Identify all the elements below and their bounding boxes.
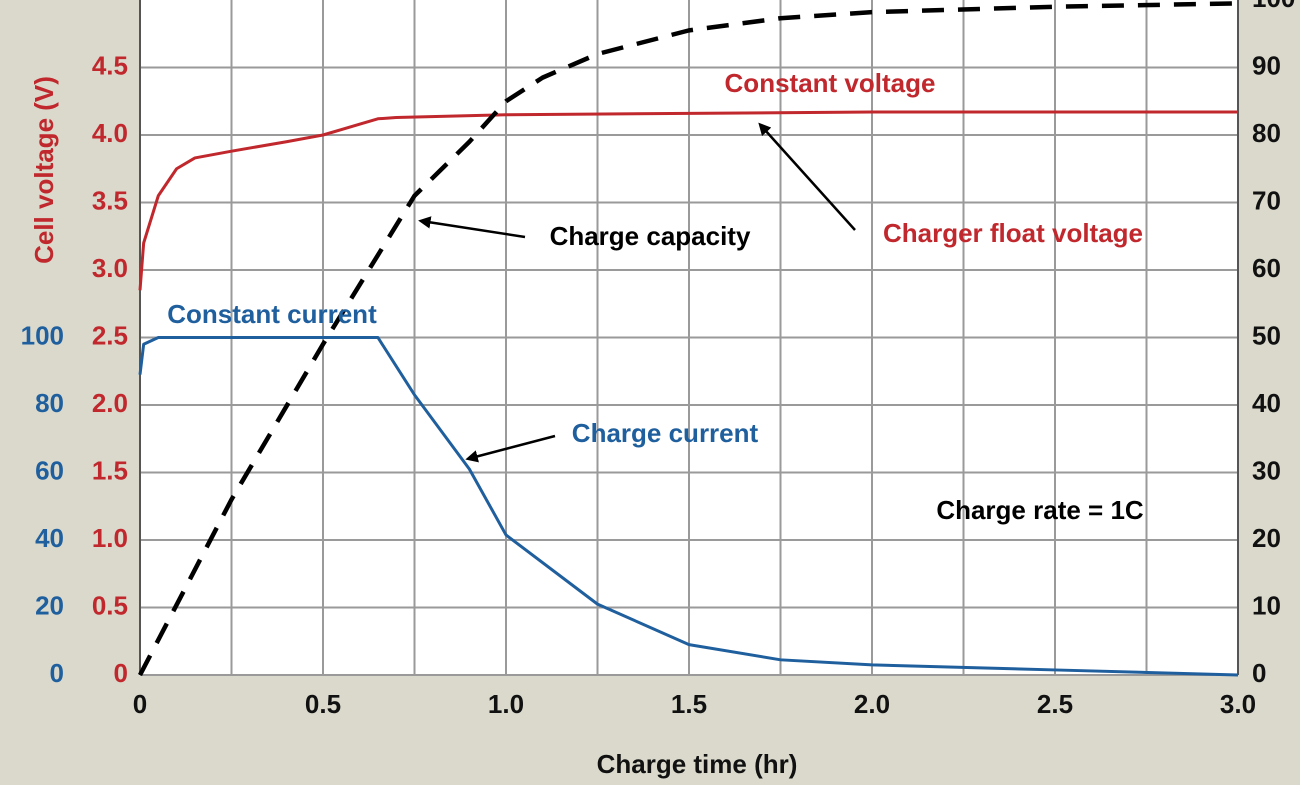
series-line bbox=[138, 110, 1238, 291]
x-tick-label: 1.0 bbox=[488, 689, 524, 719]
x-tick-label: 2.0 bbox=[854, 689, 890, 719]
current-tick-label: 40 bbox=[35, 523, 64, 553]
annotation: Charge capacity bbox=[550, 221, 751, 251]
annotation-arrow bbox=[465, 434, 556, 463]
y2-tick-label: 60 bbox=[1252, 253, 1281, 283]
y-tick-label: 2.5 bbox=[92, 320, 128, 350]
y2-tick-label: 40 bbox=[1252, 388, 1281, 418]
current-tick-label: 100 bbox=[21, 320, 64, 350]
annotation: Constant current bbox=[167, 299, 377, 329]
y-tick-label: 4.0 bbox=[92, 118, 128, 148]
annotation: Charge current bbox=[572, 418, 759, 448]
y2-tick-label: 80 bbox=[1252, 118, 1281, 148]
y2-tick-label: 0 bbox=[1252, 658, 1266, 688]
x-tick-label: 2.5 bbox=[1037, 689, 1073, 719]
x-axis-label: Charge time (hr) bbox=[597, 749, 798, 779]
annotation-arrow bbox=[418, 216, 526, 239]
annotation: Charger float voltage bbox=[883, 218, 1143, 248]
series-line bbox=[138, 1, 1239, 677]
current-tick-label: 80 bbox=[35, 388, 64, 418]
y2-tick-label: 10 bbox=[1252, 590, 1281, 620]
y-tick-label: 3.5 bbox=[92, 185, 128, 215]
x-tick-label: 1.5 bbox=[671, 689, 707, 719]
y-tick-label: 1.5 bbox=[92, 455, 128, 485]
current-tick-label: 20 bbox=[35, 590, 64, 620]
y2-tick-label: 50 bbox=[1252, 320, 1281, 350]
y-tick-label: 4.5 bbox=[92, 50, 128, 80]
y-tick-label: 3.0 bbox=[92, 253, 128, 283]
y-tick-label: 1.0 bbox=[92, 523, 128, 553]
y2-tick-label: 70 bbox=[1252, 185, 1281, 215]
y2-tick-label: 100 bbox=[1252, 0, 1295, 13]
annotation-arrow bbox=[758, 122, 856, 231]
series-line bbox=[138, 336, 1239, 677]
y2-tick-label: 20 bbox=[1252, 523, 1281, 553]
current-tick-label: 60 bbox=[35, 455, 64, 485]
y-tick-label: 0 bbox=[114, 658, 128, 688]
x-tick-label: 0 bbox=[133, 689, 147, 719]
y-axis-label: Cell voltage (V) bbox=[29, 76, 59, 264]
annotation: Constant voltage bbox=[725, 68, 936, 98]
y-tick-label: 0.5 bbox=[92, 590, 128, 620]
y2-tick-label: 30 bbox=[1252, 455, 1281, 485]
y-tick-label: 2.0 bbox=[92, 388, 128, 418]
x-tick-label: 3.0 bbox=[1220, 689, 1256, 719]
x-tick-label: 0.5 bbox=[305, 689, 341, 719]
current-tick-label: 0 bbox=[50, 658, 64, 688]
annotation: Charge rate = 1C bbox=[936, 495, 1144, 525]
y2-tick-label: 90 bbox=[1252, 50, 1281, 80]
